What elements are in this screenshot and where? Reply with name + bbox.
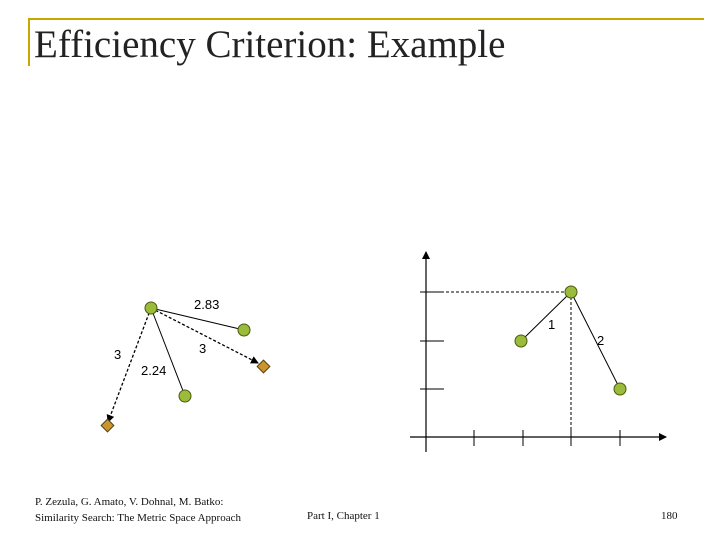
- label-dist-middle: 3: [199, 341, 206, 356]
- footer-authors: P. Zezula, G. Amato, V. Dohnal, M. Batko…: [35, 494, 241, 526]
- edge-dist-2: [570, 291, 621, 390]
- dashed-arrow-right: [150, 307, 259, 364]
- point-bottom-right: [613, 382, 627, 396]
- point-left: [514, 334, 528, 348]
- label-dist-2: 2: [597, 333, 604, 348]
- edge-dist-1: [520, 291, 572, 342]
- point-bottom: [178, 389, 192, 403]
- diamond-left: [100, 418, 115, 433]
- label-dist-bottom: 2.24: [141, 363, 166, 378]
- point-right: [237, 323, 251, 337]
- footer-authors-line1: P. Zezula, G. Amato, V. Dohnal, M. Batko…: [35, 496, 224, 508]
- title-frame-left-line: [28, 18, 30, 66]
- label-dist-top: 2.83: [194, 297, 219, 312]
- slide-title: Efficiency Criterion: Example: [34, 23, 506, 66]
- title-frame-top-line: [28, 18, 704, 20]
- point-top: [144, 301, 158, 315]
- footer-page-number: 180: [661, 510, 678, 522]
- diamond-right: [256, 359, 271, 374]
- dashed-arrow-left: [106, 307, 152, 423]
- label-dist-1: 1: [548, 317, 555, 332]
- edge-top-bottom: [150, 307, 186, 397]
- footer-chapter: Part I, Chapter 1: [307, 510, 380, 522]
- footer-authors-line2: Similarity Search: The Metric Space Appr…: [35, 512, 241, 524]
- label-dist-left: 3: [114, 347, 121, 362]
- point-top: [564, 285, 578, 299]
- right-diagram: 1 2: [410, 251, 667, 452]
- edge-top-right: [150, 307, 245, 331]
- left-diagram: 2.83 3 3 2.24: [100, 297, 271, 433]
